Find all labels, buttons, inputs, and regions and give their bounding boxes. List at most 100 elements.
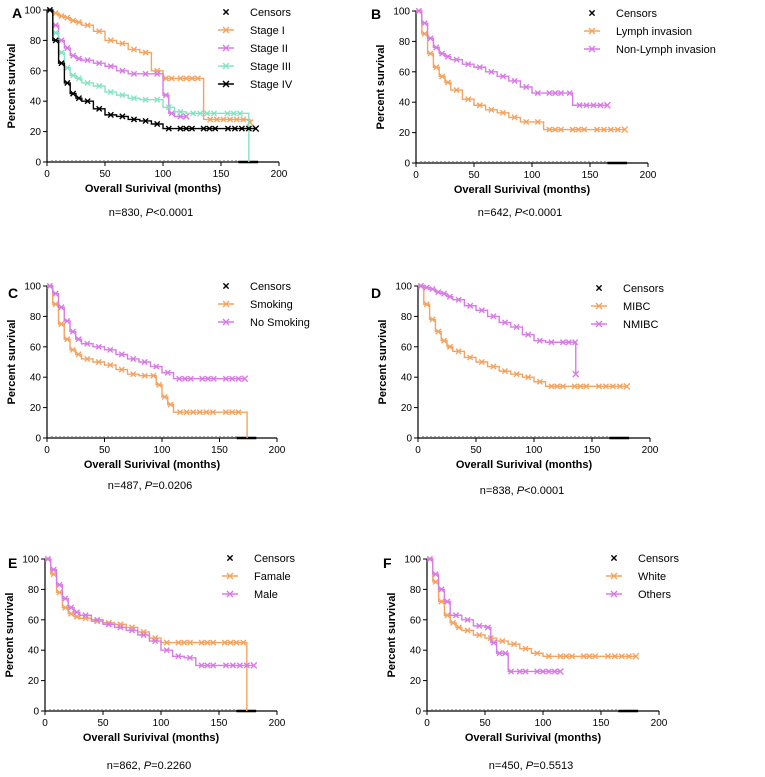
legend: Censors White Others — [606, 553, 679, 601]
censor-mark — [69, 346, 76, 353]
censor-mark — [107, 346, 114, 353]
stat-footnote: n=862, P=0.2260 — [107, 760, 191, 772]
survival-curve-1 — [45, 558, 254, 667]
survival-curve-0 — [416, 10, 625, 131]
censor-mark — [52, 9, 59, 17]
stat-footnote: n=642, P<0.0001 — [478, 207, 562, 219]
censor-mark — [464, 627, 471, 634]
y-axis-title: Percent survival — [375, 45, 387, 130]
censor-mark — [75, 351, 82, 358]
censor-mark — [545, 653, 552, 660]
censor-mark — [210, 110, 218, 117]
censor-mark — [73, 613, 80, 620]
censor-mark — [548, 339, 555, 346]
stat-p-letter: P — [517, 485, 525, 497]
legend-header: Censors — [250, 7, 291, 19]
censor-mark — [153, 363, 160, 370]
censor-mark — [75, 75, 82, 82]
censor-mark — [566, 89, 573, 97]
y-axis-title: Percent survival — [377, 320, 389, 405]
panel-letter: D — [371, 285, 381, 301]
stat-p-value: <0.0001 — [522, 207, 562, 219]
censor-mark — [525, 374, 532, 381]
y-tick-label: 60 — [401, 342, 413, 353]
survival-curve-1 — [416, 10, 608, 106]
legend: Censors Lymph invasion Non-Lymph invasion — [584, 8, 716, 56]
censor-mark — [46, 282, 53, 290]
censor-mark — [175, 653, 182, 660]
x-tick-label: 0 — [415, 445, 421, 456]
x-tick-label: 150 — [211, 718, 228, 729]
chart-panel-f: F 0 20 40 60 80 100 0 50 100 150 200 Overall Suriviv… — [383, 553, 679, 772]
censor-mark — [64, 14, 71, 21]
legend-label: White — [638, 571, 666, 583]
censor-mark — [229, 409, 236, 416]
censor-mark — [96, 28, 103, 35]
censor-mark — [455, 348, 462, 355]
x-tick-label: 100 — [154, 445, 171, 456]
y-tick-label: 0 — [33, 707, 39, 718]
censor-mark — [523, 83, 530, 91]
censor-mark — [575, 126, 582, 133]
y-tick-label: 100 — [24, 6, 41, 17]
censor-mark — [142, 70, 149, 77]
legend-header: Censors — [623, 283, 664, 295]
legend: Censors Stage I Stage II Stage III Stage IV — [218, 7, 293, 91]
legend-marker — [588, 45, 596, 53]
censor-mark — [488, 106, 495, 113]
censor-mark — [603, 101, 611, 109]
censor-mark — [210, 639, 217, 646]
legend-marker — [595, 302, 603, 310]
x-tick-label: 150 — [211, 445, 228, 456]
censor-mark — [163, 647, 170, 654]
panel-letter: C — [8, 285, 18, 301]
x-axis-title: Overall Surivival (months) — [84, 459, 221, 471]
censor-mark — [236, 662, 243, 669]
x-axis-title: Overall Surivival (months) — [456, 459, 593, 471]
x-tick-label: 100 — [535, 718, 552, 729]
censor-mark — [467, 302, 474, 309]
censor-mark — [245, 125, 252, 132]
censor-mark — [621, 126, 629, 134]
panel-letter: E — [8, 555, 17, 571]
censor-mark — [499, 637, 506, 645]
censor-mark — [50, 571, 57, 578]
legend-marker — [226, 590, 234, 598]
censor-mark — [241, 375, 249, 383]
censor-mark — [240, 116, 247, 123]
censor-mark — [235, 409, 242, 416]
survival-curve-1 — [418, 285, 577, 375]
legend-marker — [226, 572, 234, 580]
censor-mark — [423, 284, 430, 291]
chart-panel-b: B 0 20 40 60 80 100 0 50 100 150 200 Overall Suriviv… — [371, 6, 716, 219]
y-tick-label: 0 — [35, 434, 41, 445]
legend-label: Male — [254, 589, 278, 601]
legend-label: No Smoking — [250, 317, 310, 329]
censor-mark — [190, 409, 197, 416]
censor-mark — [522, 668, 529, 675]
stat-p-letter: P — [144, 760, 152, 772]
censor-mark — [181, 375, 189, 382]
censor-mark — [556, 667, 564, 675]
legend-label: Famale — [254, 571, 291, 583]
censor-mark — [197, 110, 204, 117]
censor-mark — [140, 631, 147, 639]
censor-mark — [522, 645, 529, 652]
censor-mark — [501, 368, 509, 375]
censor-mark — [58, 12, 65, 20]
censor-mark — [52, 37, 59, 44]
censor-mark — [604, 653, 612, 660]
censor-mark — [70, 52, 77, 59]
censor-mark — [64, 317, 71, 325]
survival-curve-1 — [47, 285, 245, 380]
censor-mark — [207, 116, 214, 123]
censor-mark — [421, 30, 428, 37]
censor-mark — [130, 46, 138, 53]
censor-mark — [233, 639, 240, 646]
censor-mark — [163, 639, 170, 646]
censor-mark — [68, 604, 75, 611]
y-tick-label: 60 — [399, 67, 411, 78]
y-tick-label: 80 — [410, 585, 422, 596]
stat-footnote: n=487, P=0.0206 — [108, 480, 192, 492]
